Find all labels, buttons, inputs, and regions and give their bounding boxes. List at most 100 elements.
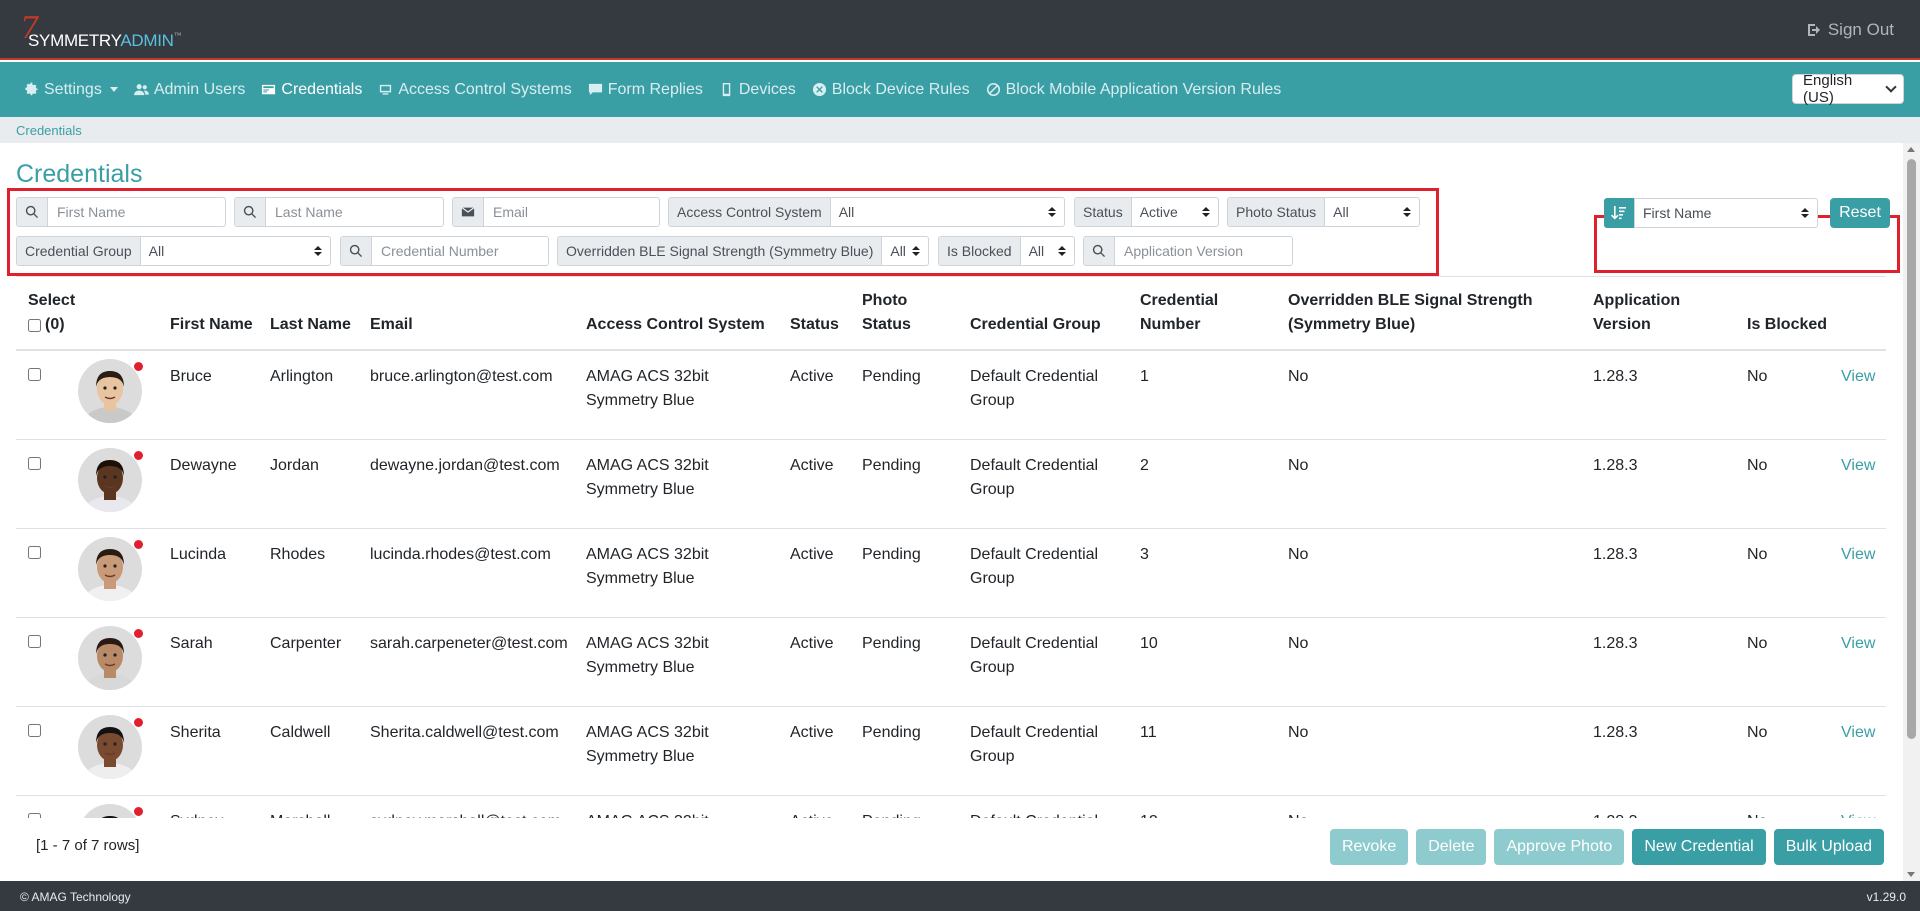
ble-select[interactable]: All: [882, 237, 928, 265]
view-link[interactable]: View: [1841, 723, 1876, 741]
email-cell: Sherita.caldwell@test.com: [364, 706, 580, 796]
nav-devices[interactable]: Devices: [719, 81, 796, 99]
sort-field-select[interactable]: First Name: [1635, 199, 1817, 227]
ble-header[interactable]: Overridden BLE Signal Strength (Symmetry…: [1282, 277, 1587, 351]
chevron-down-icon: [109, 87, 118, 92]
credential-number-filter: Credential Number: [340, 236, 549, 266]
avatar[interactable]: [78, 536, 144, 601]
credential-number-header[interactable]: Credential Number: [1134, 277, 1282, 351]
view-link[interactable]: View: [1841, 545, 1876, 563]
nav-form-replies[interactable]: Form Replies: [588, 81, 703, 99]
nav-admin-users[interactable]: Admin Users: [133, 80, 246, 99]
select-arrows-icon: [1801, 208, 1809, 218]
email-input[interactable]: Email: [493, 204, 529, 220]
bulk-upload-button[interactable]: Bulk Upload: [1773, 829, 1884, 865]
acs-header[interactable]: Access Control System: [580, 277, 784, 351]
avatar[interactable]: [78, 714, 144, 779]
credential-group-filter-label: Credential Group: [17, 237, 141, 265]
acs-select[interactable]: All: [831, 198, 1064, 226]
scroll-down-arrow-icon[interactable]: [1907, 872, 1915, 877]
photo-status-select-value: All: [1333, 204, 1349, 220]
last-name-input[interactable]: Last Name: [275, 204, 343, 220]
credential-group-filter: Credential Group All: [16, 236, 331, 266]
status-header[interactable]: Status: [784, 277, 856, 351]
approve-photo-button[interactable]: Approve Photo: [1494, 829, 1625, 865]
filter-highlight-box: [7, 188, 1439, 276]
nav-credentials[interactable]: Credentials: [261, 81, 362, 99]
nav-block-mobile-app-version-rules[interactable]: Block Mobile Application Version Rules: [986, 81, 1281, 99]
last-name-cell: Jordan: [264, 439, 364, 529]
photo-status-select[interactable]: All: [1325, 198, 1419, 226]
revoke-button[interactable]: Revoke: [1329, 829, 1409, 865]
acs-filter-label: Access Control System: [669, 198, 831, 226]
photo-status-cell: Pending: [856, 350, 964, 440]
credential-group-cell: Default Credential Group: [964, 350, 1134, 440]
is-blocked-cell: No: [1741, 706, 1835, 796]
ble-cell: No: [1282, 706, 1587, 796]
row-select-checkbox[interactable]: [28, 812, 41, 818]
row-select-checkbox[interactable]: [28, 368, 41, 381]
select-all-checkbox[interactable]: [28, 318, 41, 332]
status-select[interactable]: Active: [1132, 198, 1218, 226]
avatar-cell: [72, 706, 164, 796]
reset-button[interactable]: Reset: [1830, 198, 1890, 228]
email-header[interactable]: Email: [364, 277, 580, 351]
nav-settings[interactable]: Settings: [24, 81, 118, 99]
breadcrumb-credentials[interactable]: Credentials: [16, 123, 82, 138]
credential-group-select[interactable]: All: [141, 237, 330, 265]
is-blocked-header[interactable]: Is Blocked: [1741, 277, 1835, 351]
credential-group-cell: Default Credential Group: [964, 795, 1134, 818]
action-buttons: Revoke Delete Approve Photo New Credenti…: [1329, 829, 1884, 865]
row-select-checkbox[interactable]: [28, 723, 41, 737]
view-cell: View: [1835, 795, 1886, 818]
view-link[interactable]: View: [1841, 634, 1876, 652]
last-name-header[interactable]: Last Name: [264, 277, 364, 351]
language-select[interactable]: English (US): [1792, 72, 1904, 106]
nav-block-device-rules[interactable]: Block Device Rules: [812, 81, 970, 99]
mobile-icon: [722, 82, 731, 97]
ble-cell: No: [1282, 350, 1587, 440]
main-navbar: Settings Admin Users Credentials Access …: [0, 62, 1920, 117]
page-scrollbar[interactable]: [1903, 143, 1920, 881]
is-blocked-select[interactable]: All: [1021, 237, 1074, 265]
application-version-input[interactable]: Application Version: [1124, 243, 1244, 259]
avatar[interactable]: [78, 803, 144, 818]
view-link[interactable]: View: [1841, 813, 1875, 819]
photo-status-header[interactable]: Photo Status: [856, 277, 964, 351]
sign-out-link[interactable]: Sign Out: [1806, 20, 1894, 40]
row-select-checkbox[interactable]: [28, 634, 41, 648]
acs-cell: AMAG ACS 32bit Symmetry Blue: [580, 350, 784, 440]
sort-direction-button[interactable]: [1604, 198, 1634, 228]
ble-filter-label: Overridden BLE Signal Strength (Symmetry…: [558, 237, 883, 265]
acs-cell: AMAG ACS 32bit Symmetry Blue: [580, 439, 784, 529]
application-version-filter: Application Version: [1083, 236, 1293, 266]
delete-button[interactable]: Delete: [1416, 829, 1487, 865]
credential-group-cell: Default Credential Group: [964, 528, 1134, 618]
first-name-header[interactable]: First Name: [164, 277, 264, 351]
view-link[interactable]: View: [1841, 456, 1876, 474]
scroll-up-arrow-icon[interactable]: [1907, 147, 1915, 152]
row-select-checkbox[interactable]: [28, 456, 41, 470]
is-blocked-cell: No: [1741, 439, 1835, 529]
nav-admin-users-label: Admin Users: [153, 80, 246, 98]
avatar[interactable]: [78, 447, 144, 512]
row-select-checkbox[interactable]: [28, 545, 41, 559]
breadcrumb-bar: Credentials: [0, 117, 1920, 143]
new-credential-button[interactable]: New Credential: [1632, 829, 1766, 865]
nav-access-control-systems[interactable]: Access Control Systems: [378, 80, 572, 99]
view-link[interactable]: View: [1841, 368, 1876, 385]
ble-filter: Overridden BLE Signal Strength (Symmetry…: [557, 236, 929, 266]
ble-cell: No: [1282, 528, 1587, 618]
credential-number-input[interactable]: Credential Number: [381, 243, 499, 259]
scrollbar-thumb[interactable]: [1907, 159, 1916, 739]
first-name-input[interactable]: First Name: [57, 204, 126, 220]
avatar[interactable]: [78, 359, 144, 423]
application-version-cell: 1.28.3: [1587, 617, 1741, 707]
credential-group-header[interactable]: Credential Group: [964, 277, 1134, 351]
nav-acs-label: Access Control Systems: [398, 80, 572, 98]
logo-mark: 7: [20, 11, 40, 46]
application-version-header[interactable]: Application Version: [1587, 277, 1741, 351]
avatar[interactable]: [78, 625, 144, 690]
status-dot-icon: [133, 716, 144, 728]
photo-status-cell: Pending: [856, 795, 964, 818]
